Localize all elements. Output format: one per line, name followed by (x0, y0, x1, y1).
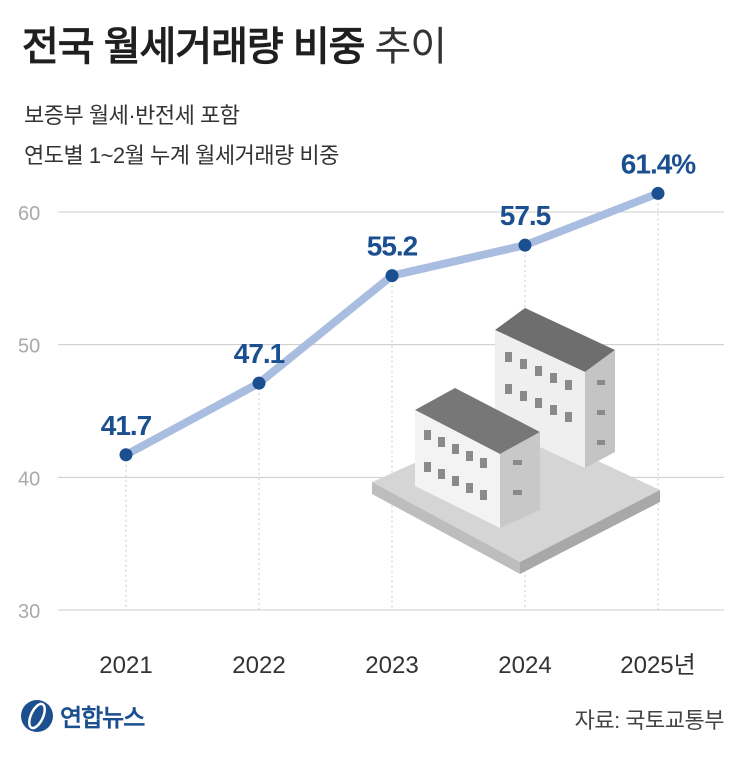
x-tick-label: 2022 (232, 652, 285, 679)
chart-title-suffix: 추이 (374, 25, 447, 69)
data-label: 55.2 (367, 231, 418, 262)
front-building-roof (415, 388, 540, 454)
subtitle-line-2: 연도별 1~2월 누계 월세거래량 비중 (24, 143, 339, 168)
y-tick-label: 50 (18, 336, 40, 358)
x-tick-label: 2024 (498, 652, 551, 679)
building-base-right (520, 490, 660, 574)
data-point-marker (252, 376, 266, 390)
y-tick-label: 60 (18, 203, 40, 225)
yonhap-logo-icon (21, 699, 53, 732)
x-tick-label: 2021 (99, 652, 152, 679)
back-building-right-wall (585, 350, 615, 468)
chart-title: 전국 월세거래량 비중 추이 (22, 14, 447, 72)
data-point-marker (119, 448, 133, 462)
apartment-building-illustration (372, 308, 660, 574)
front-building-right-wall (500, 432, 540, 528)
data-point-marker (651, 186, 665, 200)
yonhap-logo-text: 연합뉴스 (60, 705, 145, 732)
y-tick-label: 40 (18, 468, 40, 490)
front-building-left-wall (415, 410, 500, 528)
building-base-left (372, 482, 520, 574)
chart-title-main: 전국 월세거래량 비중 (22, 25, 365, 69)
data-label: 61.4% (621, 148, 696, 179)
source-note: 자료: 국토교통부 (574, 708, 725, 733)
x-tick-label: 2025년 (620, 652, 695, 679)
subtitle-line-1: 보증부 월세·반전세 포함 (24, 103, 240, 128)
data-label: 41.7 (101, 410, 152, 441)
data-point-marker (385, 269, 399, 283)
y-tick-label: 30 (18, 601, 40, 623)
data-label: 47.1 (234, 338, 285, 369)
x-tick-label: 2023 (365, 652, 418, 679)
back-building-windows (505, 352, 605, 445)
back-building-roof (495, 308, 615, 372)
front-building-windows (424, 430, 522, 500)
data-label: 57.5 (500, 200, 551, 231)
data-point-marker (518, 238, 532, 252)
series-layer (119, 186, 665, 462)
data-label-layer: 41.7 47.1 55.2 57.5 61.4% (101, 148, 698, 441)
yonhap-logo: 연합뉴스 (20, 698, 145, 733)
grid-layer: 30 40 50 60 2021 2022 2023 2024 2025년 (18, 193, 724, 679)
